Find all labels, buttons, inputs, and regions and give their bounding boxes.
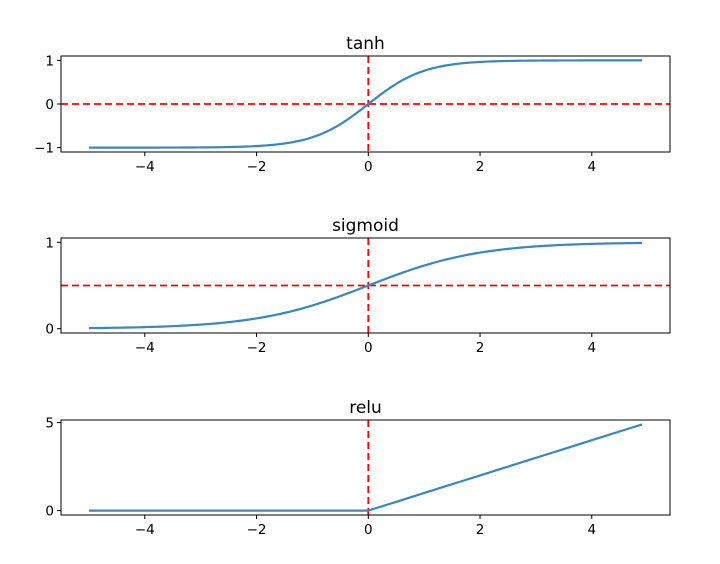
subplot-sigmoid: sigmoid −4 −2 0 2 4 0 1	[45, 216, 671, 356]
x-tick-label: 0	[364, 159, 373, 175]
x-tick-label: −2	[247, 159, 267, 175]
tanh-curve	[88, 59, 643, 149]
sigmoid-curve	[88, 241, 643, 330]
y-tick-label: 1	[45, 53, 54, 69]
chart-title: relu	[349, 398, 382, 418]
y-tick-label: −1	[34, 141, 54, 157]
x-tick-label: 4	[587, 522, 596, 538]
subplot-relu: relu −4 −2 0 2 4 0 5	[45, 398, 671, 538]
x-tick-label: 4	[587, 159, 596, 175]
x-tick-label: 4	[587, 340, 596, 356]
subplot-tanh: tanh −4 −2 0 2 4 −1 0 1	[34, 34, 671, 175]
chart-title: tanh	[346, 34, 385, 54]
y-tick-label: 0	[45, 322, 54, 338]
x-tick-label: 2	[476, 522, 485, 538]
relu-curve	[88, 423, 643, 512]
x-tick-label: −4	[135, 340, 155, 356]
x-tick-label: −4	[135, 159, 155, 175]
y-tick-label: 1	[45, 235, 54, 251]
x-tick-label: −2	[247, 340, 267, 356]
x-tick-label: −2	[247, 522, 267, 538]
axes-frame	[60, 419, 671, 516]
axes-frame	[60, 237, 671, 334]
y-tick-label: 0	[45, 97, 54, 113]
x-tick-label: 0	[364, 340, 373, 356]
x-tick-label: 2	[476, 159, 485, 175]
y-tick-label: 5	[45, 416, 54, 432]
x-tick-label: −4	[135, 522, 155, 538]
x-tick-label: 2	[476, 340, 485, 356]
x-tick-label: 0	[364, 522, 373, 538]
chart-title: sigmoid	[332, 216, 399, 236]
y-tick-label: 0	[45, 504, 54, 520]
